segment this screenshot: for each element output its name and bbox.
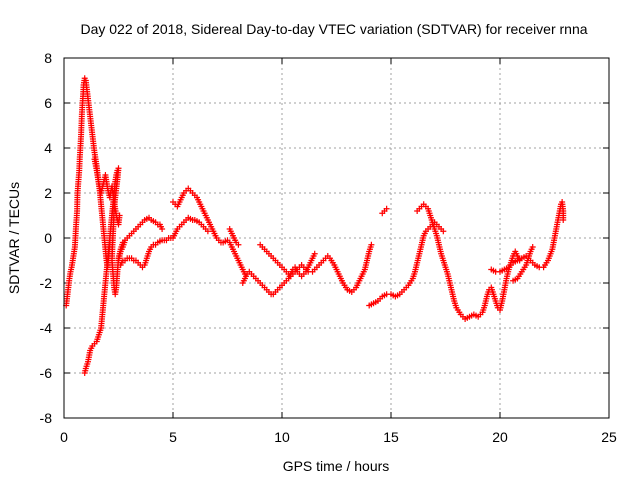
x-tick-label: 0 (60, 429, 68, 445)
y-tick-label: -8 (40, 410, 53, 426)
data-point (560, 217, 567, 223)
x-tick-label: 15 (383, 429, 399, 445)
plot-border (63, 57, 610, 419)
y-tick-label: 2 (44, 185, 52, 201)
x-tick-label: 5 (169, 429, 177, 445)
data-point (204, 228, 211, 235)
data-point (311, 250, 318, 257)
y-tick-label: 6 (44, 95, 52, 111)
y-tick-label: -6 (40, 365, 53, 381)
data-point (159, 226, 166, 232)
y-tick-label: -4 (40, 320, 53, 336)
data-point (529, 244, 536, 250)
data-points (63, 75, 567, 376)
data-point (116, 212, 123, 219)
y-tick-label: 8 (44, 50, 52, 66)
y-tick-label: 0 (44, 230, 52, 246)
data-point (440, 228, 447, 235)
data-point (383, 205, 390, 212)
x-tick-label: 25 (601, 429, 617, 445)
data-point (368, 241, 375, 248)
data-point (235, 241, 242, 248)
x-axis-label: GPS time / hours (283, 458, 390, 474)
grid (64, 58, 609, 418)
y-tick-label: 4 (44, 140, 52, 156)
x-tick-label: 20 (492, 429, 508, 445)
x-tick-label: 10 (274, 429, 290, 445)
y-axis-label: SDTVAR / TECUs (6, 182, 22, 294)
chart-title: Day 022 of 2018, Sidereal Day-to-day VTE… (80, 21, 587, 37)
y-tick-label: -2 (40, 275, 53, 291)
